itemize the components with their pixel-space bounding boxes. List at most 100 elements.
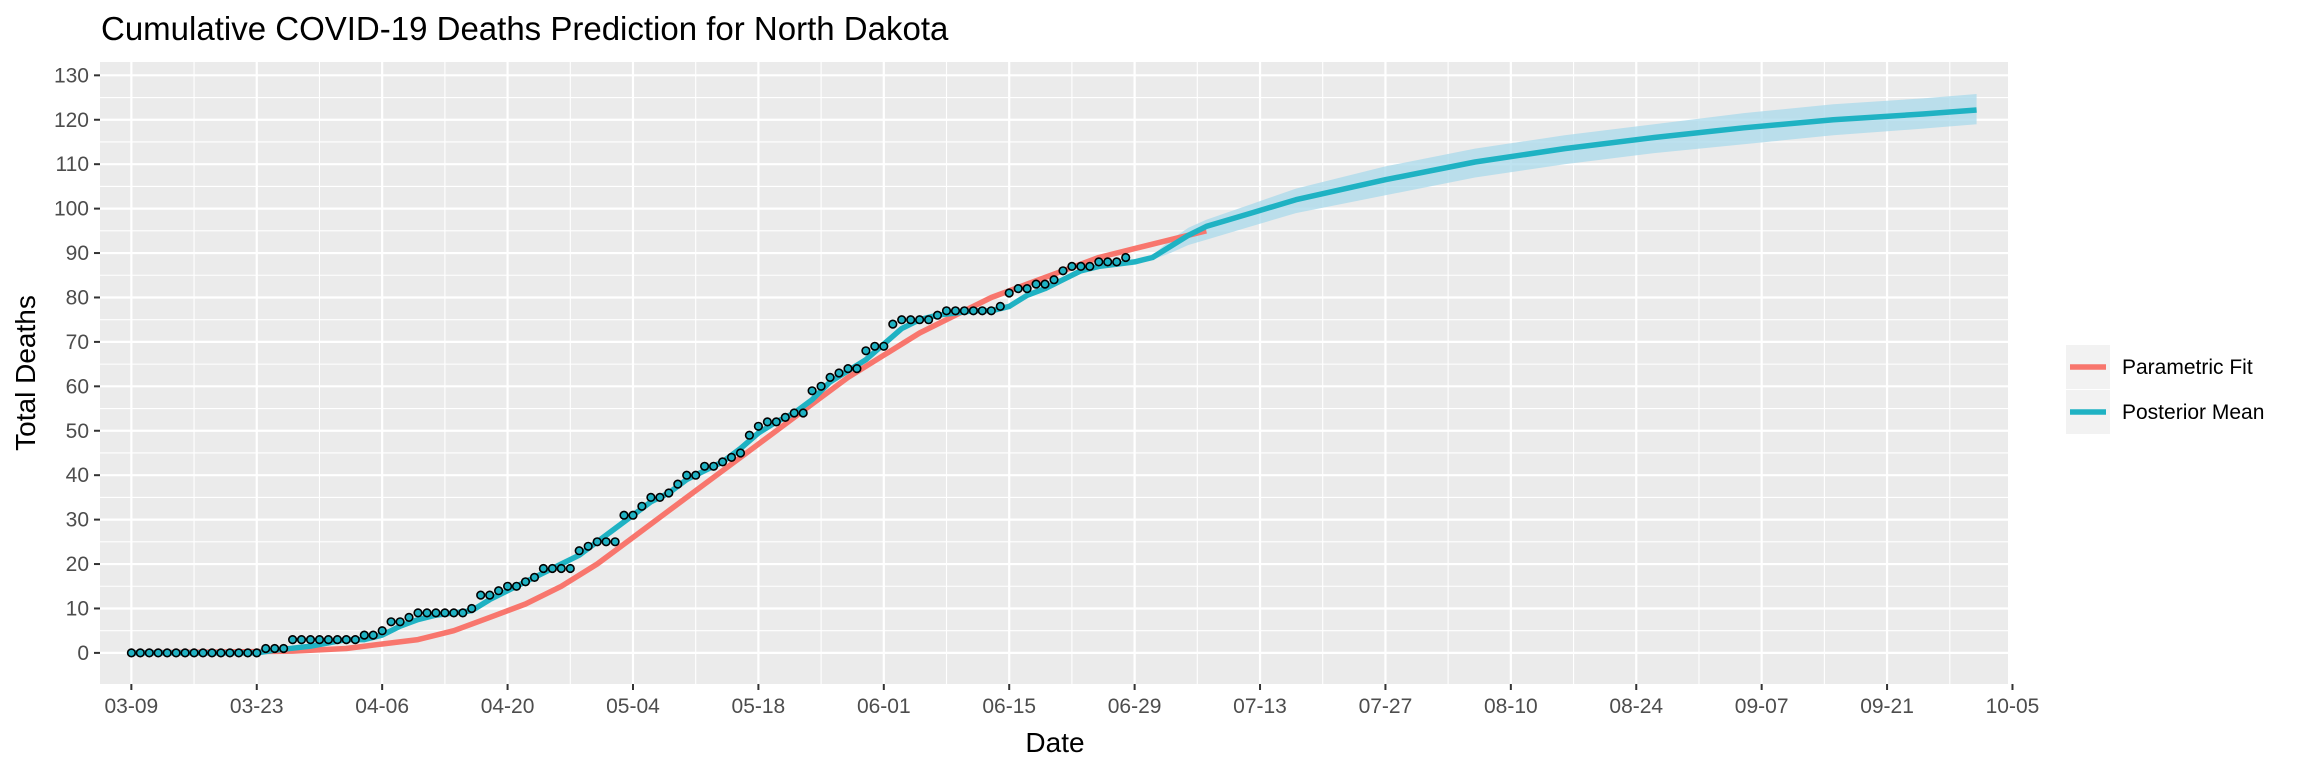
observed-point: [601, 537, 611, 547]
x-tick-label: 03-09: [104, 695, 158, 718]
plot-panel: [100, 62, 2008, 684]
observed-point: [529, 572, 540, 583]
x-axis: 03-09 03-23 04-06 04-20 05-04 05-18 06-01 06-15…: [104, 684, 2039, 718]
y-tick-label: 40: [66, 464, 89, 487]
chart-title: Cumulative COVID-19 Deaths Prediction fo…: [101, 10, 949, 47]
observed-point: [225, 648, 235, 658]
observed-point: [628, 510, 638, 520]
y-tick-label: 60: [66, 375, 89, 398]
observed-point: [1058, 266, 1068, 276]
observed-point: [592, 537, 602, 547]
observed-point: [252, 648, 262, 658]
observed-point: [476, 590, 486, 600]
observed-point: [404, 612, 414, 623]
observed-point: [198, 648, 208, 658]
observed-point: [762, 417, 773, 427]
x-tick-label: 07-27: [1359, 695, 1413, 718]
observed-point: [305, 634, 316, 645]
observed-point: [422, 608, 432, 618]
observed-point: [538, 563, 549, 574]
observed-point: [673, 479, 683, 489]
observed-point: [977, 306, 987, 316]
x-tick-label: 07-13: [1233, 695, 1287, 718]
observed-point: [995, 301, 1005, 312]
observed-point: [234, 648, 244, 658]
observed-point: [332, 634, 343, 645]
observed-point: [440, 608, 450, 618]
x-tick-label: 09-21: [1860, 695, 1914, 718]
observed-point: [520, 577, 531, 587]
observed-point: [261, 643, 271, 654]
observed-point: [861, 346, 871, 356]
observed-point: [1022, 284, 1032, 294]
x-axis-title: Date: [1025, 727, 1084, 758]
observed-point: [816, 381, 826, 391]
observed-point: [162, 648, 172, 658]
band-layer: [1152, 94, 1977, 260]
observed-point: [368, 630, 378, 640]
observed-point: [807, 386, 817, 396]
observed-point: [646, 492, 656, 503]
y-tick-label: 10: [66, 597, 89, 620]
posterior-credible-band: [1152, 94, 1977, 260]
observed-point: [574, 546, 584, 556]
observed-point: [547, 563, 558, 574]
y-tick-label: 30: [66, 509, 89, 532]
observed-point: [583, 541, 593, 551]
observed-point: [825, 372, 835, 383]
observed-point: [458, 608, 468, 618]
x-tick-label: 09-07: [1735, 695, 1789, 718]
observed-point: [350, 634, 360, 645]
observed-point: [1004, 288, 1014, 298]
observed-point: [279, 643, 289, 654]
x-tick-label: 08-10: [1484, 695, 1538, 718]
observed-point: [314, 634, 325, 645]
x-tick-label: 05-04: [606, 695, 660, 718]
observed-point: [771, 417, 781, 427]
observed-point: [323, 634, 334, 645]
observed-point: [968, 306, 979, 316]
observed-point: [565, 563, 575, 574]
observed-point: [744, 430, 755, 440]
observed-point: [1076, 261, 1086, 272]
x-tick-label: 06-01: [857, 695, 911, 718]
y-tick-label: 120: [54, 109, 89, 132]
observed-point: [1103, 257, 1113, 267]
observed-point: [798, 408, 808, 418]
observed-point: [941, 306, 952, 316]
observed-point: [503, 581, 513, 591]
observed-point: [467, 603, 477, 614]
observed-point: [834, 368, 844, 378]
observed-point: [950, 306, 961, 316]
observed-point: [664, 488, 674, 498]
observed-point: [897, 315, 907, 325]
observed-point: [1121, 252, 1131, 263]
observed-point: [1040, 279, 1050, 289]
observed-point: [386, 617, 396, 627]
grid-minor: [100, 62, 2008, 684]
y-tick-label: 70: [66, 331, 89, 354]
observed-point: [870, 341, 880, 351]
observed-point: [511, 581, 522, 591]
observed-point: [906, 315, 916, 325]
observed-point: [735, 448, 746, 458]
observed-point: [180, 648, 190, 658]
observed-point: [494, 586, 504, 596]
point-layer: [126, 252, 1131, 658]
observed-point: [780, 412, 790, 423]
observed-point: [1112, 257, 1122, 267]
y-tick-label: 50: [66, 420, 89, 443]
x-tick-label: 03-23: [230, 695, 284, 718]
observed-point: [431, 608, 441, 618]
observed-point: [270, 643, 280, 654]
observed-point: [932, 310, 943, 320]
parametric-fit-line: [131, 228, 1207, 656]
observed-point: [171, 648, 181, 658]
observed-point: [691, 470, 701, 480]
observed-point: [888, 319, 898, 329]
observed-point: [843, 364, 853, 374]
observed-point: [189, 648, 199, 658]
legend-label: Parametric Fit: [2122, 356, 2253, 379]
legend: Parametric Fit Posterior Mean: [2066, 345, 2264, 434]
